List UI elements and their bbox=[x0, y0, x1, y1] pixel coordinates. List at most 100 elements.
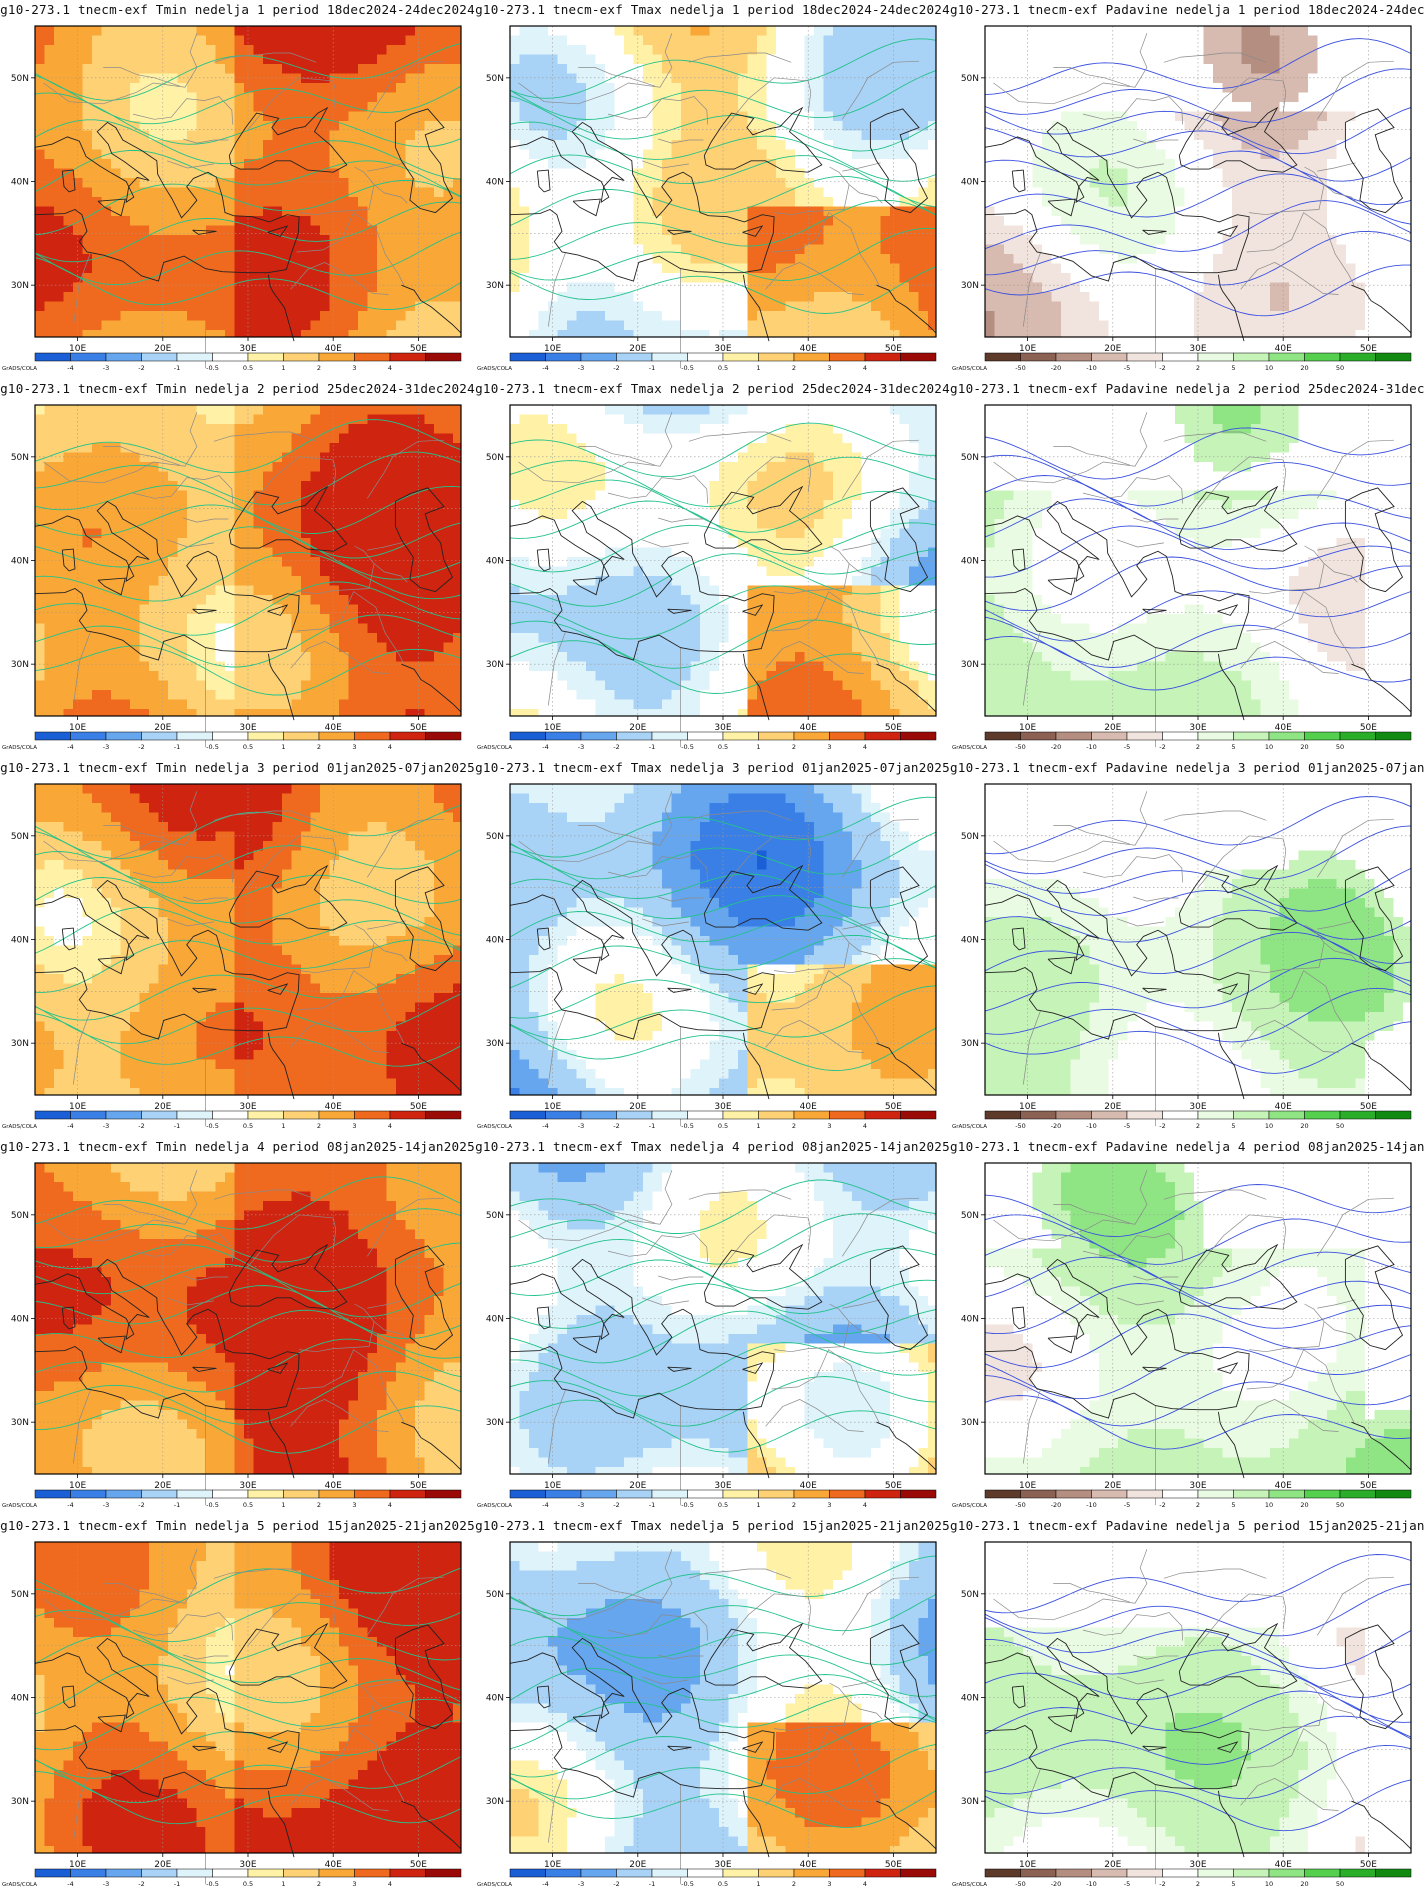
field-cell bbox=[434, 263, 444, 273]
field-cell bbox=[177, 424, 187, 434]
field-cell bbox=[766, 206, 776, 216]
field-cell bbox=[1260, 92, 1270, 102]
field-cell bbox=[253, 557, 263, 567]
field-cell bbox=[852, 35, 862, 45]
field-cell bbox=[168, 471, 178, 481]
field-cell bbox=[633, 330, 643, 337]
field-cell bbox=[92, 462, 102, 472]
field-cell bbox=[263, 54, 273, 64]
field-cell bbox=[196, 45, 206, 55]
field-cell bbox=[215, 244, 225, 254]
field-cell bbox=[44, 585, 54, 595]
field-cell bbox=[101, 187, 111, 197]
field-cell bbox=[282, 424, 292, 434]
field-cell bbox=[149, 159, 159, 169]
field-cell bbox=[101, 140, 111, 150]
field-cell bbox=[1298, 26, 1308, 36]
field-cell bbox=[386, 54, 396, 64]
field-cell bbox=[168, 292, 178, 302]
field-cell bbox=[54, 614, 64, 624]
field-cell bbox=[728, 235, 738, 245]
field-cell bbox=[804, 244, 814, 254]
field-cell bbox=[1146, 206, 1156, 216]
field-cell bbox=[643, 330, 653, 337]
field-cell bbox=[386, 301, 396, 311]
field-cell bbox=[348, 273, 358, 283]
field-cell bbox=[396, 661, 406, 671]
field-cell bbox=[766, 273, 776, 283]
field-cell bbox=[139, 54, 149, 64]
field-cell bbox=[415, 159, 425, 169]
field-cell bbox=[814, 187, 824, 197]
field-cell bbox=[320, 661, 330, 671]
field-cell bbox=[662, 178, 672, 188]
field-cell bbox=[130, 330, 140, 337]
field-cell bbox=[73, 330, 83, 337]
field-cell bbox=[557, 149, 567, 159]
field-cell bbox=[1270, 301, 1280, 311]
field-cell bbox=[282, 538, 292, 548]
field-cell bbox=[1270, 102, 1280, 112]
field-cell bbox=[1222, 64, 1232, 74]
field-cell bbox=[348, 121, 358, 131]
field-cell bbox=[54, 519, 64, 529]
field-cell bbox=[120, 130, 130, 140]
contour-line bbox=[509, 121, 937, 182]
field-cell bbox=[263, 159, 273, 169]
field-cell bbox=[548, 159, 558, 169]
field-cell bbox=[386, 83, 396, 93]
field-cell bbox=[1260, 178, 1270, 188]
field-cell bbox=[244, 263, 254, 273]
field-cell bbox=[367, 225, 377, 235]
field-cell bbox=[310, 45, 320, 55]
coast-line bbox=[742, 225, 764, 237]
field-cell bbox=[139, 623, 149, 633]
field-cell bbox=[804, 64, 814, 74]
field-cell bbox=[301, 652, 311, 662]
field-cell bbox=[82, 216, 92, 226]
field-cell bbox=[253, 178, 263, 188]
field-cell bbox=[367, 26, 377, 36]
field-cell bbox=[776, 178, 786, 188]
field-cell bbox=[1270, 216, 1280, 226]
field-cell bbox=[82, 64, 92, 74]
field-cell bbox=[1023, 263, 1033, 273]
field-cell bbox=[111, 652, 121, 662]
field-cell bbox=[377, 614, 387, 624]
field-cell bbox=[244, 187, 254, 197]
field-cell bbox=[120, 481, 130, 491]
field-cell bbox=[1099, 187, 1109, 197]
field-cell bbox=[206, 168, 216, 178]
field-cell bbox=[871, 311, 881, 321]
field-cell bbox=[586, 292, 596, 302]
field-cell bbox=[1298, 273, 1308, 283]
field-cell bbox=[225, 225, 235, 235]
field-cell bbox=[728, 225, 738, 235]
field-cell bbox=[1080, 197, 1090, 207]
field-cell bbox=[130, 168, 140, 178]
field-cell bbox=[187, 671, 197, 681]
field-cell bbox=[187, 557, 197, 567]
field-cell bbox=[244, 244, 254, 254]
field-cell bbox=[671, 216, 681, 226]
field-cell bbox=[120, 187, 130, 197]
field-cell bbox=[690, 73, 700, 83]
field-cell bbox=[253, 405, 263, 415]
field-cell bbox=[339, 254, 349, 264]
field-cell bbox=[728, 273, 738, 283]
field-cell bbox=[177, 433, 187, 443]
field-cell bbox=[82, 633, 92, 643]
field-cell bbox=[377, 159, 387, 169]
field-cell bbox=[130, 614, 140, 624]
field-cell bbox=[168, 642, 178, 652]
field-cell bbox=[377, 481, 387, 491]
field-cell bbox=[833, 225, 843, 235]
field-cell bbox=[443, 405, 453, 415]
field-cell bbox=[101, 244, 111, 254]
field-cell bbox=[814, 54, 824, 64]
border-line bbox=[993, 33, 1148, 105]
field-cell bbox=[728, 197, 738, 207]
field-cell bbox=[1118, 140, 1128, 150]
field-cell bbox=[35, 633, 45, 643]
field-cell bbox=[310, 187, 320, 197]
